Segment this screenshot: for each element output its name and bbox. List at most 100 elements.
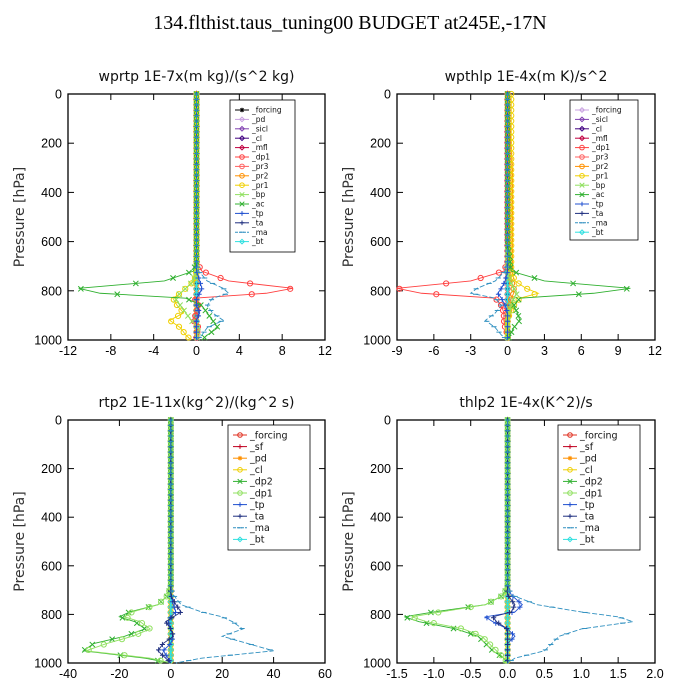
legend-entry: _pr1: [235, 181, 269, 190]
data-point: [504, 313, 511, 319]
legend-label: _ta: [579, 512, 594, 523]
legend-entry: _pr3: [235, 162, 269, 171]
data-point: [498, 593, 505, 600]
data-point: [182, 285, 189, 292]
data-point: [506, 307, 513, 314]
plot-frame: [396, 93, 656, 341]
data-point: [184, 312, 191, 319]
legend-entry: _pd: [233, 454, 267, 465]
data-point: [119, 614, 126, 621]
data-point: [156, 647, 162, 653]
legend-entry: _bt: [563, 535, 595, 546]
legend-entry: _pd: [563, 454, 597, 465]
legend-label: _ac: [591, 190, 604, 199]
legend-entry: _cl: [563, 465, 593, 476]
data-point: [118, 636, 126, 643]
legend-entry: _cl: [233, 465, 263, 476]
data-point: [159, 652, 166, 658]
series-dp1: [85, 416, 174, 664]
data-point: [132, 280, 139, 287]
legend-entry: _tp: [233, 500, 265, 511]
data-point: [504, 636, 511, 642]
series-line: [469, 94, 509, 341]
legend-entry: _bt: [575, 228, 604, 237]
data-point: [503, 275, 509, 281]
chart-panel-3: rtp2 1E-11x(kg^2)/(kg^2 s)-40 -20 0 20 40 600…: [12, 395, 332, 681]
x-tick-label: -6: [428, 344, 439, 358]
legend-label: _sicl: [591, 115, 608, 124]
y-axis-label: Pressure [hPa]: [341, 491, 357, 591]
legend-entry: _sicl: [235, 124, 268, 133]
x-tick-label: 12: [318, 344, 332, 358]
y-tick-label: 600: [41, 559, 62, 573]
y-tick-label: 0: [55, 88, 62, 102]
legend-entry: _dp1: [575, 143, 610, 152]
y-tick-label: 1000: [34, 334, 62, 348]
legend-label: _cl: [251, 134, 262, 143]
data-point: [167, 625, 174, 632]
legend: _forcing_pd_sicl_cl_mfl_dp1_pr3_pr2_pr1_…: [229, 99, 296, 253]
legend-entry: _ma: [563, 523, 600, 534]
legend-entry: _mfl: [235, 143, 268, 152]
y-tick-label: 400: [41, 511, 62, 525]
y-tick-label: 800: [370, 284, 391, 298]
legend-label: _ma: [579, 523, 600, 534]
chart-panel-1: wprtp 1E-7x(m kg)/(s^2 kg) -12 -8 -4 0 4 8 12 0 2…: [12, 69, 332, 358]
data-point: [175, 291, 183, 298]
data-point: [208, 329, 215, 336]
data-point: [509, 636, 515, 642]
legend-label: _pr2: [591, 162, 609, 171]
y-tick-label: 800: [41, 284, 62, 298]
data-point: [214, 323, 221, 330]
data-point: [246, 280, 254, 287]
legend-label: _ma: [251, 228, 268, 237]
legend-entry: _sf: [563, 442, 594, 453]
legend-label: _pd: [249, 454, 267, 465]
data-point: [501, 280, 507, 287]
data-point: [210, 318, 217, 325]
data-point: [496, 620, 502, 626]
chart-panel-4: thlp2 1E-4x(K^2)/s -1.5 -1.0 -0.5 0.0 0.5 1.0 1…: [341, 395, 664, 681]
x-tick-label: 4: [236, 344, 243, 358]
legend-entry: _ac: [235, 200, 264, 209]
y-axis-label: Pressure [hPa]: [12, 167, 28, 267]
data-point: [481, 636, 488, 643]
y-tick-label: 1000: [34, 657, 62, 671]
data-point: [195, 313, 202, 319]
data-point: [193, 318, 200, 324]
data-point: [498, 286, 504, 292]
series-ma: [469, 93, 511, 341]
data-point: [515, 296, 522, 303]
data-point: [504, 307, 510, 314]
data-point: [404, 614, 411, 621]
data-point: [169, 631, 176, 637]
series-ac: [77, 91, 221, 341]
x-tick-label: 6: [578, 344, 585, 358]
legend-entry: _tp: [575, 200, 604, 209]
data-point: [100, 641, 107, 648]
legend-box: [569, 99, 639, 241]
legend-entry: _tp: [235, 209, 264, 218]
data-point: [504, 652, 511, 658]
data-point: [504, 625, 510, 632]
y-tick-label: 0: [384, 88, 391, 102]
legend-entry: _tp: [563, 500, 595, 511]
data-point: [196, 307, 202, 314]
data-point: [495, 291, 502, 297]
data-point: [188, 280, 195, 287]
x-tick-label: -40: [59, 667, 77, 681]
series-line: [492, 420, 516, 663]
data-point: [484, 615, 490, 621]
data-point: [508, 302, 515, 309]
legend-entry: _pr3: [575, 153, 609, 162]
legend-entry: _ma: [235, 228, 268, 237]
legend-label: _pr1: [251, 181, 269, 190]
legend-entry: _dp2: [233, 477, 273, 488]
legend-label: _dp1: [251, 153, 270, 162]
data-point: [509, 631, 516, 637]
series-line: [196, 94, 230, 341]
legend-entry: _forcing: [235, 106, 282, 115]
legend-label: _dp1: [249, 488, 273, 499]
y-tick-label: 400: [370, 186, 391, 200]
